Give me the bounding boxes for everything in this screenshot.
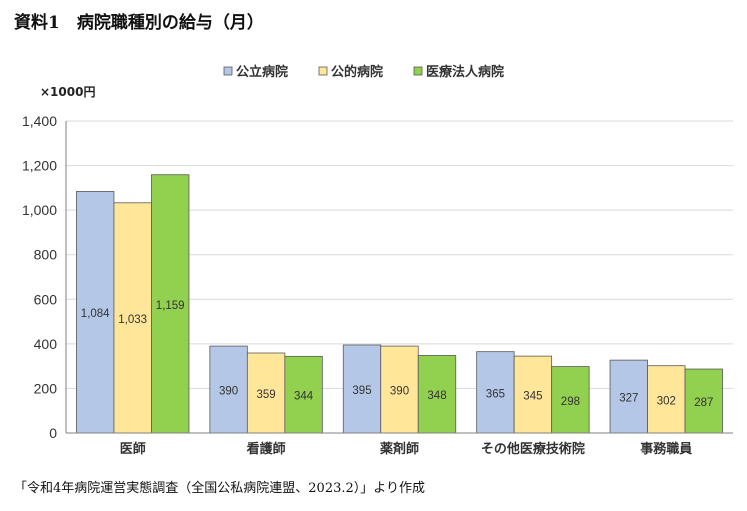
data-label: 359 <box>257 389 276 401</box>
legend: 公立病院 公的病院 医療法人病院 <box>223 64 504 80</box>
y-tick-labels: 0 200 400 600 800 1,000 1,200 1,400 <box>22 113 57 441</box>
x-tick-label: その他医療技術院 <box>481 441 585 457</box>
bar <box>551 366 590 434</box>
x-tick-label: 看護師 <box>247 441 286 457</box>
bar <box>151 174 190 434</box>
y-tick-label: 1,000 <box>22 202 57 218</box>
legend-swatch <box>318 66 328 76</box>
data-label: 390 <box>219 386 238 398</box>
y-tick-label: 1,200 <box>22 158 57 174</box>
data-label: 395 <box>352 385 371 397</box>
x-tick-label: 事務職員 <box>640 441 692 457</box>
bars <box>76 174 723 434</box>
chart-title: 資料1 病院職種別の給与（月） <box>14 12 264 33</box>
data-label: 1,084 <box>81 308 110 320</box>
x-tick-labels: 医師 看護師 薬剤師 その他医療技術院 事務職員 <box>120 441 693 457</box>
data-label: 302 <box>657 395 676 407</box>
data-label: 390 <box>390 386 409 398</box>
data-label: 287 <box>694 397 713 409</box>
legend-label: 医療法人病院 <box>426 64 504 80</box>
bar <box>609 359 648 434</box>
data-label: 365 <box>486 388 505 400</box>
bar <box>513 355 553 434</box>
bar <box>113 202 152 434</box>
bar <box>246 352 286 434</box>
bar <box>284 355 323 434</box>
data-label: 345 <box>523 391 542 403</box>
y-tick-label: 200 <box>34 380 58 396</box>
bar <box>209 345 248 434</box>
axes <box>65 121 733 434</box>
y-unit-label: ×1000円 <box>40 85 95 99</box>
y-tick-label: 1,400 <box>22 113 57 129</box>
legend-swatch <box>413 66 423 76</box>
data-label: 344 <box>294 391 314 403</box>
y-tick-label: 0 <box>49 425 57 441</box>
x-tick-label: 医師 <box>120 441 146 457</box>
y-tick-label: 400 <box>34 336 58 352</box>
legend-label: 公的病院 <box>331 64 383 80</box>
bar <box>647 365 686 434</box>
data-label: 1,033 <box>118 314 147 326</box>
source-note: 「令和4年病院運営実態調査（全国公私病院連盟、2023.2）」より作成 <box>14 480 425 496</box>
data-label: 298 <box>561 396 580 408</box>
data-label: 1,159 <box>156 300 185 312</box>
y-tick-label: 600 <box>34 291 58 307</box>
bar <box>684 368 723 434</box>
data-label: 348 <box>427 390 446 402</box>
legend-label: 公立病院 <box>236 64 288 80</box>
legend-swatch <box>223 66 233 76</box>
data-label: 327 <box>619 393 638 405</box>
y-tick-label: 800 <box>34 247 58 263</box>
x-tick-label: 薬剤師 <box>379 441 419 457</box>
data-labels: 1,084 1,033 1,159 390 359 344 395 390 348 365 345 2… <box>81 300 714 409</box>
